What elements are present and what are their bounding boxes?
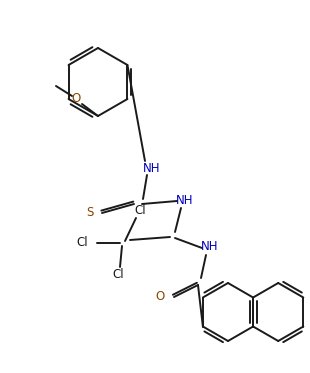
Text: Cl: Cl [76, 235, 88, 248]
Text: Cl: Cl [134, 204, 146, 216]
Text: O: O [71, 93, 81, 106]
Text: NH: NH [143, 162, 161, 175]
Text: Cl: Cl [112, 269, 124, 282]
Text: O: O [155, 291, 165, 304]
Text: NH: NH [201, 241, 219, 254]
Text: NH: NH [176, 194, 194, 207]
Text: S: S [86, 207, 94, 219]
